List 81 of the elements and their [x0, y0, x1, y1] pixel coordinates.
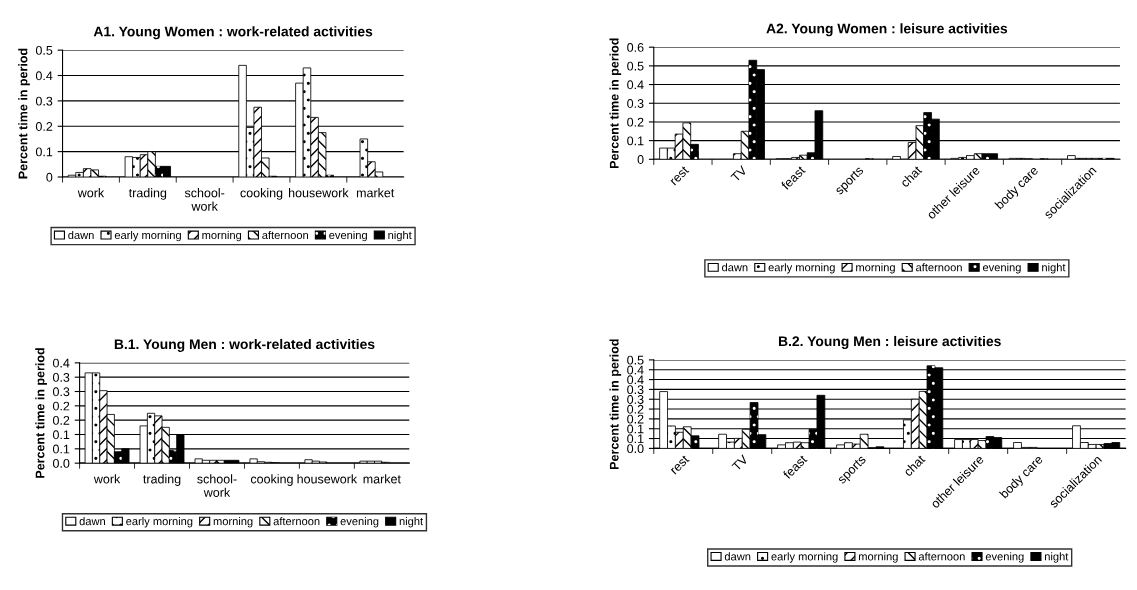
x-tick-label: cooking: [240, 188, 283, 200]
y-tick-label: 0.3: [52, 372, 70, 382]
y-tick-label: 0.5: [627, 355, 644, 365]
y-tick-label: 0.3: [627, 385, 644, 395]
y-tick-label: 0.0: [52, 458, 70, 468]
y-tick-label: 0.1: [627, 424, 644, 434]
y-tick-label: 0.4: [52, 358, 70, 368]
y-tick-label: 0.3: [627, 395, 644, 404]
y-tick-label: 0.4: [627, 80, 644, 90]
chart-title: B.2. Young Men : leisure activities: [778, 335, 1001, 349]
y-tick-label: 0.2: [627, 117, 644, 127]
y-tick-label: 0.3: [52, 387, 70, 397]
y-tick-label: 0.6: [627, 43, 644, 52]
y-tick-label: 0.3: [35, 96, 53, 106]
legend-label: afternoon: [916, 263, 962, 272]
legend-label: night: [1045, 552, 1069, 563]
legend-label: afternoon: [262, 230, 309, 240]
chart-title: A1. Young Women : work-related activities: [93, 26, 373, 40]
legend-label: afternoon: [918, 552, 965, 561]
y-tick-label: 0.2: [627, 414, 644, 424]
chart-title: B.1. Young Men : work-related activities: [114, 338, 375, 352]
y-tick-label: 0.1: [52, 430, 70, 440]
x-tick-label: trading: [128, 188, 167, 200]
legend-label: morning: [856, 263, 895, 274]
y-tick-label: 0.1: [627, 434, 644, 444]
y-tick-label: 0.5: [627, 61, 644, 71]
y-tick-label: 0.4: [35, 71, 53, 81]
legend-label: evening: [329, 230, 367, 242]
y-tick-label: 0.5: [35, 45, 53, 55]
x-tick-label: school- work: [197, 474, 237, 497]
y-axis-title: Percent time in period: [609, 38, 622, 169]
legend-label: dawn: [79, 517, 105, 526]
legend-label: early morning: [768, 263, 835, 274]
legend-label: night: [388, 230, 412, 242]
legend-label: evening: [985, 552, 1024, 563]
x-tick-label: market: [363, 474, 401, 484]
y-tick-label: 0.1: [35, 147, 53, 157]
x-tick-label: TV: [731, 454, 749, 472]
y-axis-title: Percent time in period: [35, 348, 47, 478]
x-tick-label: market: [356, 188, 395, 198]
x-tick-label: chat: [902, 454, 926, 477]
x-tick-label: chat: [899, 164, 923, 188]
y-axis-title: Percent time in period: [609, 339, 622, 469]
legend-label: early morning: [114, 230, 181, 242]
x-tick-label: school- work: [184, 188, 225, 211]
y-tick-label: 0.0: [627, 444, 644, 454]
legend-label: night: [399, 517, 424, 528]
legend-label: morning: [202, 230, 242, 242]
legend-label: dawn: [68, 230, 94, 240]
y-tick-label: 0.1: [627, 136, 644, 146]
legend-label: dawn: [722, 263, 748, 272]
y-tick-label: 0.4: [627, 365, 644, 375]
x-tick-label: work: [93, 474, 121, 484]
x-tick-label: cooking: [250, 474, 293, 486]
y-tick-label: 0.2: [52, 415, 70, 425]
legend-label: dawn: [724, 552, 751, 561]
x-tick-label: housework: [297, 474, 358, 484]
legend-label: early morning: [771, 552, 838, 563]
legend-label: morning: [213, 517, 253, 528]
legend-label: afternoon: [273, 517, 320, 526]
legend-label: evening: [982, 263, 1021, 274]
chart-title: A2. Young Women : leisure activities: [766, 23, 1008, 37]
x-tick-label: trading: [143, 474, 181, 486]
y-tick-label: 0.2: [35, 122, 53, 131]
x-tick-label: rest: [669, 454, 690, 475]
y-tick-label: 0.2: [52, 401, 70, 411]
legend-label: evening: [340, 517, 379, 528]
legend-label: morning: [858, 552, 898, 563]
y-axis-title: Percent time in period: [18, 48, 30, 179]
x-tick-label: work: [77, 188, 105, 198]
y-tick-label: 0: [637, 155, 644, 164]
y-tick-label: 0.1: [52, 444, 70, 454]
x-tick-label: rest: [669, 165, 690, 186]
y-tick-label: 0.4: [627, 375, 644, 385]
x-tick-label: housework: [289, 188, 349, 198]
legend-label: early morning: [126, 517, 193, 528]
legend-label: night: [1042, 263, 1066, 274]
y-tick-label: 0.3: [627, 99, 644, 108]
y-tick-label: 0.2: [627, 404, 644, 414]
x-tick-label: TV: [730, 165, 748, 183]
y-tick-label: 0: [46, 172, 53, 182]
